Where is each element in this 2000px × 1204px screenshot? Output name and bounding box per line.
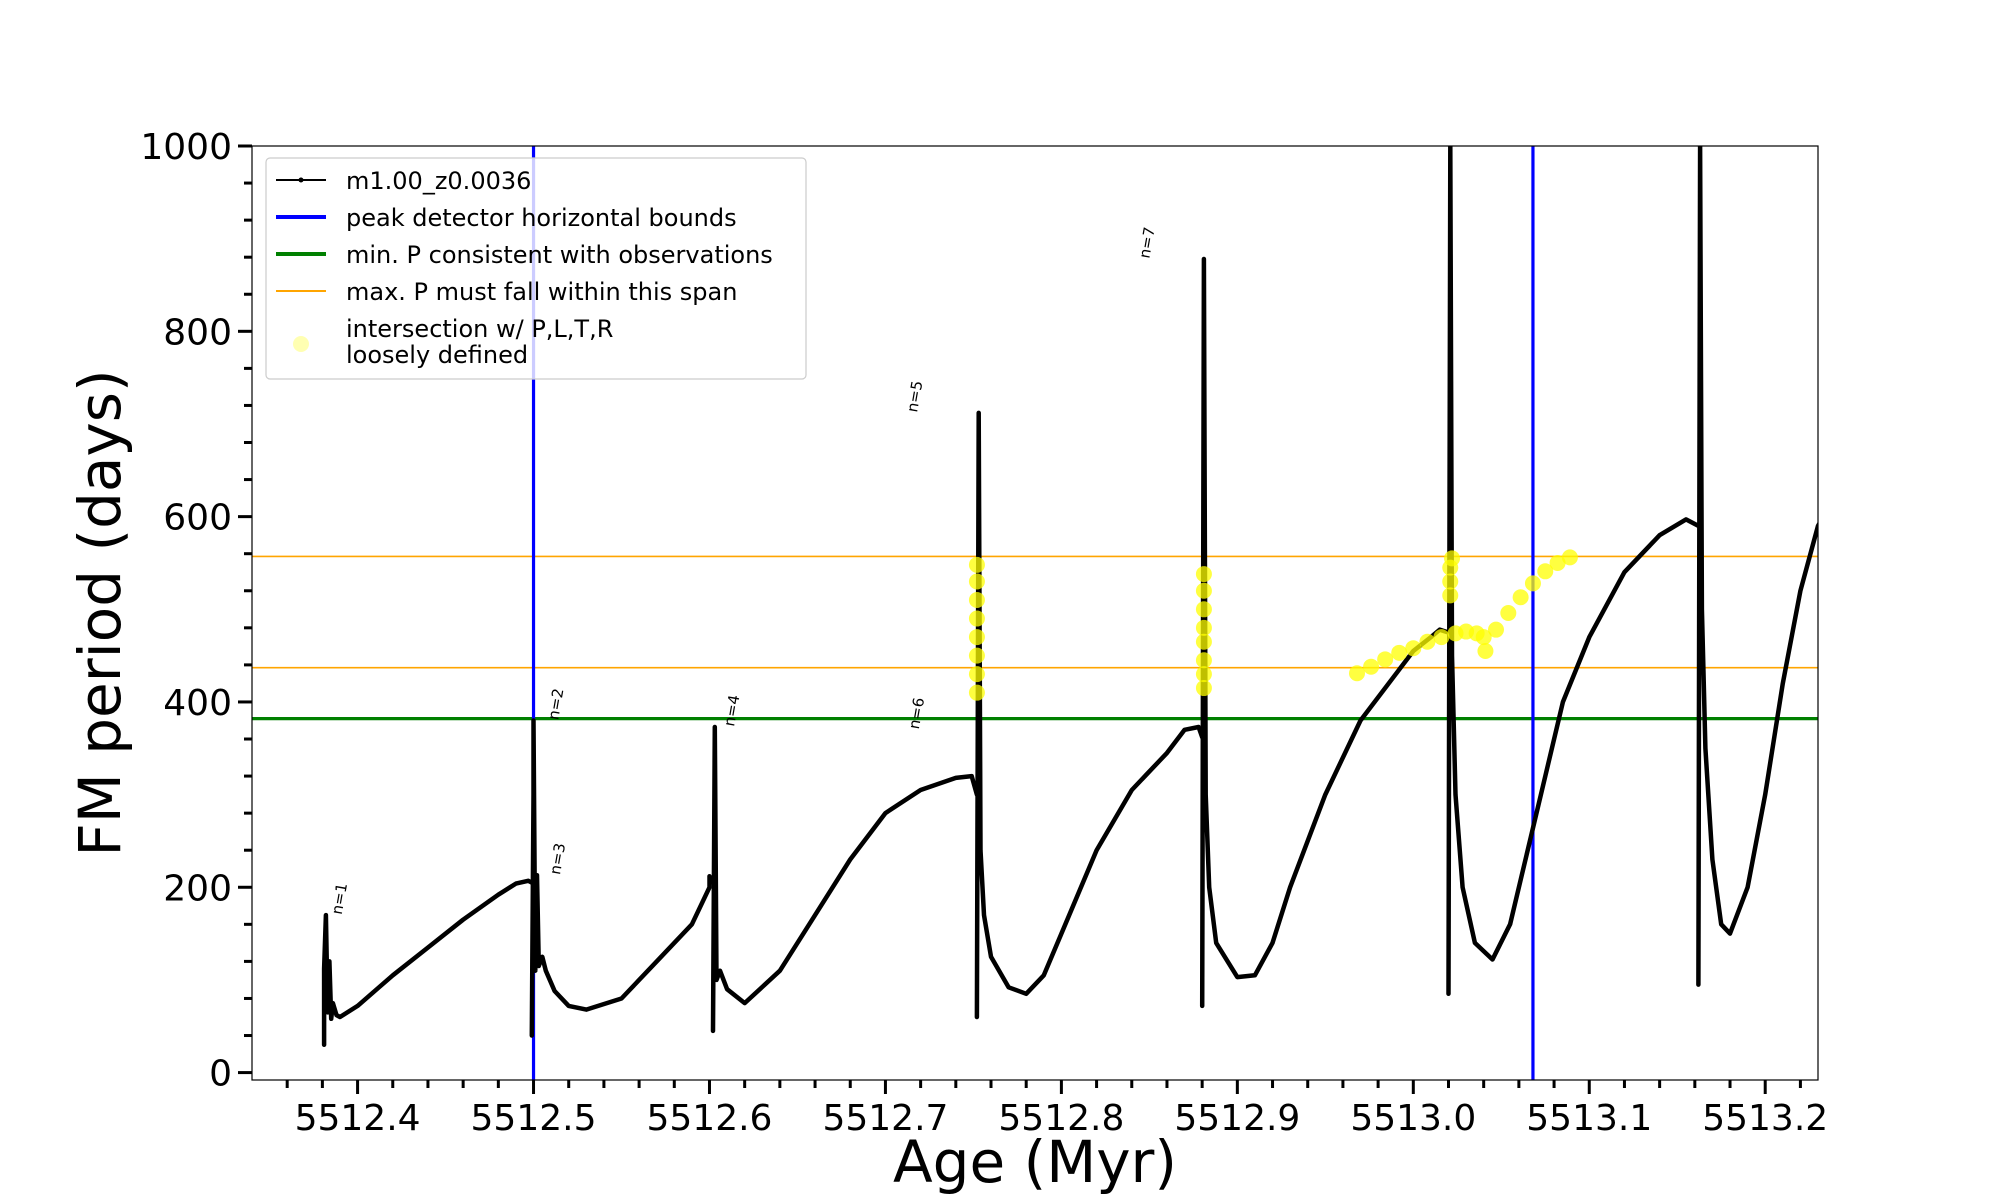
intersection-point xyxy=(1442,587,1459,604)
intersection-point xyxy=(1377,651,1394,668)
intersection-point xyxy=(1419,633,1436,650)
intersection-point xyxy=(1500,605,1517,621)
intersection-point xyxy=(1433,629,1450,646)
series-line-segment-3 xyxy=(974,410,1205,1020)
plot-layer xyxy=(252,146,1818,1080)
peak-annotation: n=2 xyxy=(544,687,567,721)
intersection-point xyxy=(968,647,985,664)
legend-label: peak detector horizontal bounds xyxy=(346,204,737,232)
intersection-point xyxy=(1475,629,1492,646)
x-tick-label: 5512.4 xyxy=(295,1098,421,1139)
intersection-point xyxy=(1488,621,1505,638)
intersection-point xyxy=(968,629,985,646)
y-tick-label: 600 xyxy=(163,498,232,539)
intersection-point xyxy=(1442,573,1459,590)
series-line-segment-0 xyxy=(321,878,535,1048)
intersection-point xyxy=(1195,666,1212,683)
axis-layer: 5512.4 5512.5 5512.6 5512.7 5512.8 5512.9 5513… xyxy=(140,127,1828,1139)
y-axis-label: FM period (days) xyxy=(66,369,134,856)
intersection-point xyxy=(1512,589,1529,606)
intersection-point xyxy=(1195,582,1212,599)
y-tick-label: 0 xyxy=(209,1054,232,1095)
intersection-point xyxy=(1195,566,1212,583)
intersection-point xyxy=(1561,549,1578,566)
legend-marker-icon xyxy=(293,336,309,352)
peak-annotation: n=3 xyxy=(546,842,569,876)
y-tick-label: 200 xyxy=(163,868,232,909)
series-line-segment-6 xyxy=(1696,146,1818,987)
annotation-layer: n=1 n=2 n=3 n=4 n=5 n=6 n=7 xyxy=(328,225,1159,915)
intersection-point xyxy=(968,573,985,590)
legend-box xyxy=(265,157,807,380)
legend-label: m1.00_z0.0036 xyxy=(346,167,531,195)
x-tick-label: 5513.1 xyxy=(1526,1098,1652,1139)
intersection-point xyxy=(1477,642,1494,659)
intersection-point xyxy=(968,592,985,609)
x-tick-label: 5512.7 xyxy=(822,1098,948,1139)
intersection-point xyxy=(1195,652,1212,669)
intersection-point xyxy=(1405,640,1422,657)
intersection-point xyxy=(1549,554,1566,571)
intersection-point xyxy=(1195,680,1212,697)
intersection-point xyxy=(968,666,985,683)
series-line-segment-4 xyxy=(1199,256,1451,1009)
legend-label: min. P consistent with observations xyxy=(346,241,773,269)
x-tick-label: 5513.0 xyxy=(1350,1098,1476,1139)
intersection-point xyxy=(968,684,985,701)
series-line-segment-5 xyxy=(1446,146,1701,997)
intersection-point xyxy=(1537,563,1554,580)
intersection-point xyxy=(1363,658,1380,675)
intersection-point xyxy=(1195,619,1212,636)
legend-label: intersection w/ P,L,T,R xyxy=(346,315,613,343)
x-tick-label: 5512.9 xyxy=(1174,1098,1300,1139)
intersection-point xyxy=(1391,644,1408,661)
legend-label: max. P must fall within this span xyxy=(346,278,737,306)
intersection-point xyxy=(1524,575,1541,592)
intersection-point xyxy=(968,556,985,573)
intersection-point xyxy=(1348,665,1365,682)
legend-marker-icon xyxy=(298,177,304,183)
series-line-segment-1 xyxy=(529,718,716,1038)
intersection-point xyxy=(1444,550,1461,567)
peak-annotation: n=5 xyxy=(903,379,926,413)
intersection-point xyxy=(1195,601,1212,618)
series-line-segment-2 xyxy=(710,724,980,1034)
x-tick-label: 5512.8 xyxy=(998,1098,1124,1139)
x-tick-label: 5512.6 xyxy=(646,1098,772,1139)
x-tick-label: 5512.5 xyxy=(471,1098,597,1139)
peak-annotation: n=6 xyxy=(905,696,928,730)
legend-label: loosely defined xyxy=(346,341,528,369)
intersection-point xyxy=(1195,633,1212,650)
plot-frame xyxy=(251,145,1819,1081)
y-tick-label: 800 xyxy=(163,312,232,353)
x-axis-label: Age (Myr) xyxy=(893,1128,1177,1196)
peak-annotation: n=1 xyxy=(328,881,351,915)
peak-annotation: n=7 xyxy=(1136,225,1159,259)
peak-annotation: n=4 xyxy=(720,693,743,727)
intersection-point xyxy=(968,610,985,627)
x-tick-label: 5513.2 xyxy=(1702,1098,1828,1139)
y-tick-label: 400 xyxy=(163,683,232,724)
y-tick-label: 1000 xyxy=(140,127,232,168)
